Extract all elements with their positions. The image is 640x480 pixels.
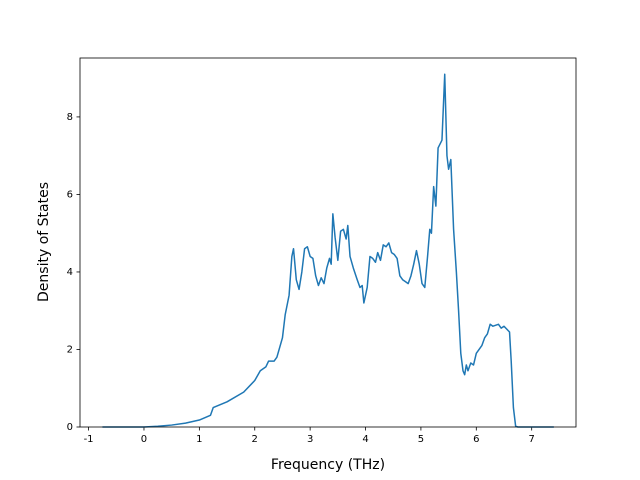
y-tick-label: 8: [67, 112, 73, 123]
y-tick-label: 0: [67, 422, 73, 433]
y-tick-label: 2: [67, 344, 73, 355]
plot-frame: [79, 57, 577, 428]
x-tick-label: 2: [252, 434, 258, 445]
x-tick-label: 3: [307, 434, 313, 445]
x-tick-label: -1: [84, 434, 94, 445]
y-axis-label: Density of States: [36, 182, 52, 302]
x-tick-label: 4: [362, 434, 368, 445]
x-tick-label: 7: [529, 434, 535, 445]
x-tick-label: 6: [473, 434, 479, 445]
line-series: [102, 73, 554, 428]
x-axis-label: Frequency (THz): [271, 457, 385, 473]
y-tick-label: 6: [67, 189, 73, 200]
x-tick-label: 0: [141, 434, 147, 445]
x-tick-label: 5: [418, 434, 424, 445]
x-tick-label: 1: [196, 434, 202, 445]
y-tick-label: 4: [67, 267, 73, 278]
